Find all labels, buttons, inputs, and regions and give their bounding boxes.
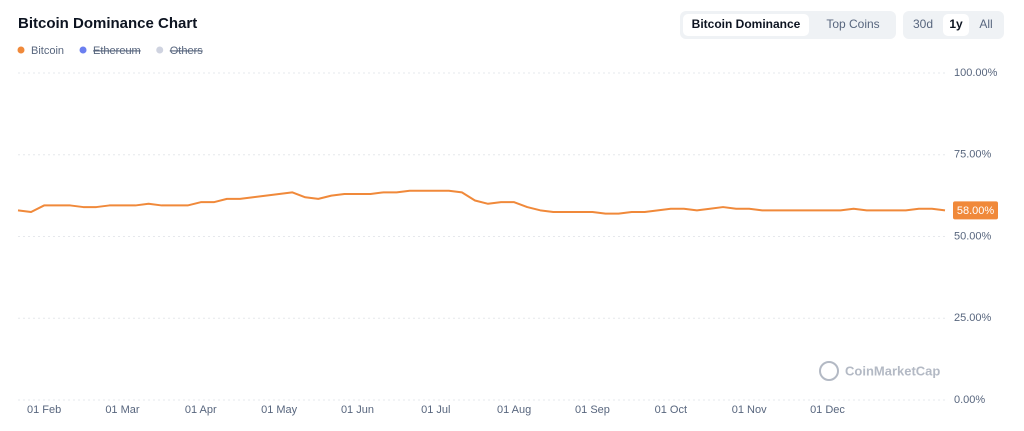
current-value-label: 58.00% (957, 205, 995, 217)
watermark-logo (819, 361, 839, 381)
x-tick-label: 01 Nov (732, 404, 767, 416)
x-tick-label: 01 Jun (341, 404, 374, 416)
legend-label[interactable]: Bitcoin (31, 45, 64, 57)
x-tick-label: 01 Dec (810, 404, 845, 416)
watermark-text: CoinMarketCap (845, 363, 940, 378)
range-active-bg (943, 14, 969, 36)
x-tick-label: 01 May (261, 404, 298, 416)
range[interactable]: 30d (913, 17, 933, 31)
y-tick-label: 0.00% (954, 394, 985, 406)
y-tick-label: 50.00% (954, 230, 992, 242)
x-tick-label: 01 Jul (421, 404, 450, 416)
tab[interactable]: Bitcoin Dominance (692, 17, 801, 31)
range[interactable]: 1y (949, 17, 963, 31)
x-tick-label: 01 Feb (27, 404, 61, 416)
tab-active-bg (683, 14, 809, 36)
x-tick-label: 01 Aug (497, 404, 531, 416)
legend-marker (17, 46, 25, 54)
range[interactable]: All (979, 17, 992, 31)
x-tick-label: 01 Apr (185, 404, 217, 416)
current-value-badge (953, 201, 998, 220)
x-tick-label: 01 Mar (105, 404, 140, 416)
y-tick-label: 75.00% (954, 149, 992, 161)
legend-label[interactable]: Others (170, 45, 204, 57)
legend-marker (79, 46, 87, 54)
x-tick-label: 01 Sep (575, 404, 610, 416)
watermark: CoinMarketCap (819, 361, 940, 381)
tab[interactable]: Top Coins (826, 17, 879, 31)
legend-marker (156, 46, 164, 54)
x-tick-label: 01 Oct (655, 404, 687, 416)
legend-label[interactable]: Ethereum (93, 45, 141, 57)
y-tick-label: 100.00% (954, 67, 998, 79)
chart-title: Bitcoin Dominance Chart (18, 15, 197, 32)
y-tick-label: 25.00% (954, 312, 992, 324)
line (17, 189, 946, 215)
